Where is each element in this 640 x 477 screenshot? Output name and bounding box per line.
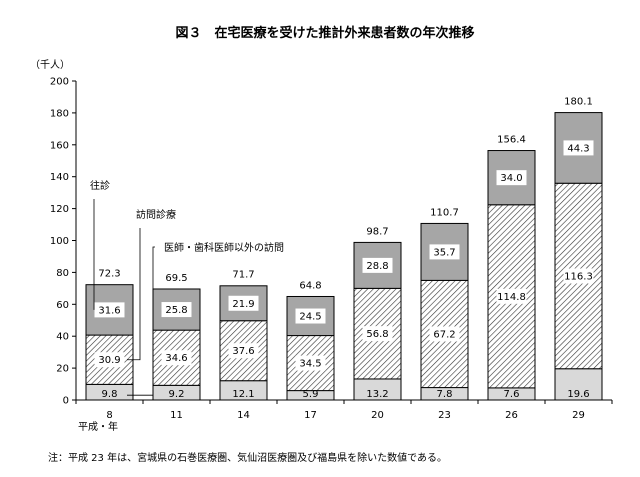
data-label: 5.9 bbox=[303, 389, 319, 400]
total-label: 110.7 bbox=[430, 207, 459, 218]
data-label-box bbox=[94, 302, 125, 318]
data-label: 21.9 bbox=[232, 299, 254, 310]
total-label: 156.4 bbox=[497, 135, 526, 146]
x-tick-label: 29 bbox=[572, 410, 585, 421]
data-label-box bbox=[429, 244, 460, 260]
data-label-box bbox=[295, 355, 326, 371]
data-label-box bbox=[228, 343, 259, 359]
y-tick-label: 40 bbox=[56, 332, 69, 343]
data-label-box bbox=[161, 302, 192, 318]
y-tick-label: 200 bbox=[50, 77, 69, 88]
total-label: 64.8 bbox=[299, 281, 321, 292]
data-label-box bbox=[563, 140, 594, 156]
chart-title: 図３ 在宅医療を受けた推計外来患者数の年次推移 bbox=[175, 25, 474, 41]
total-label: 72.3 bbox=[98, 269, 120, 280]
y-tick-label: 80 bbox=[56, 268, 69, 279]
x-tick-label: 26 bbox=[505, 410, 518, 421]
data-label: 34.6 bbox=[165, 353, 187, 364]
callout-leader bbox=[127, 246, 155, 396]
data-label: 7.6 bbox=[504, 389, 520, 400]
callout-label: 訪問診療 bbox=[136, 208, 176, 221]
data-label-box bbox=[228, 295, 259, 311]
y-tick-label: 140 bbox=[50, 172, 69, 183]
callout-leader bbox=[127, 228, 141, 361]
y-tick-label: 0 bbox=[63, 396, 69, 407]
data-label: 67.2 bbox=[433, 329, 455, 340]
data-label-box bbox=[161, 350, 192, 366]
bar-segment bbox=[219, 285, 268, 322]
y-tick-label: 160 bbox=[50, 140, 69, 151]
total-label: 98.7 bbox=[366, 227, 388, 238]
data-label: 37.6 bbox=[232, 346, 254, 357]
data-label: 7.8 bbox=[437, 389, 453, 400]
x-tick-label: 11 bbox=[170, 410, 183, 421]
data-label-box bbox=[496, 170, 527, 186]
data-label-box bbox=[362, 326, 393, 342]
data-label-box bbox=[563, 268, 594, 284]
total-label: 180.1 bbox=[564, 97, 593, 108]
x-tick-label: 14 bbox=[237, 410, 250, 421]
data-label: 35.7 bbox=[433, 247, 455, 258]
data-label: 12.1 bbox=[232, 389, 254, 400]
y-tick-label: 20 bbox=[56, 364, 69, 375]
total-label: 69.5 bbox=[165, 273, 187, 284]
x-axis-label: 平成・年 bbox=[78, 420, 118, 433]
data-label: 9.2 bbox=[169, 389, 185, 400]
data-label: 19.6 bbox=[567, 389, 589, 400]
data-label-box bbox=[429, 326, 460, 342]
y-axis-unit-label: （千人） bbox=[30, 59, 70, 71]
data-label: 114.8 bbox=[497, 292, 526, 303]
bar-segment bbox=[554, 368, 603, 401]
data-label: 13.2 bbox=[366, 389, 388, 400]
data-label: 28.8 bbox=[366, 261, 388, 272]
data-label: 56.8 bbox=[366, 329, 388, 340]
callout-label: 医師・歯科医師以外の訪問 bbox=[164, 241, 284, 254]
x-tick-label: 20 bbox=[371, 410, 384, 421]
x-tick-label: 17 bbox=[304, 410, 317, 421]
data-label-box bbox=[496, 288, 527, 304]
data-label: 44.3 bbox=[567, 143, 589, 154]
y-tick-label: 60 bbox=[56, 300, 69, 311]
y-tick-label: 120 bbox=[50, 204, 69, 215]
y-tick-label: 100 bbox=[50, 236, 69, 247]
data-label: 30.9 bbox=[98, 355, 120, 366]
x-tick-label: 8 bbox=[106, 410, 112, 421]
data-label: 24.5 bbox=[299, 312, 321, 323]
y-tick-label: 180 bbox=[50, 108, 69, 119]
data-label: 34.5 bbox=[299, 359, 321, 370]
data-label: 31.6 bbox=[98, 305, 120, 316]
footnote: 注：平成 23 年は、宮城県の石巻医療圏、気仙沼医療圏及び福島県を除いた数値であ… bbox=[48, 453, 447, 464]
data-label-box bbox=[295, 308, 326, 324]
data-labels: 9.8 30.9 31.6 72.3 8 9.2 34.6 25.8 69.5 11 12.1 37.… bbox=[94, 97, 594, 421]
x-tick-label: 23 bbox=[438, 410, 451, 421]
callout-label: 往診 bbox=[90, 179, 110, 192]
data-label: 34.0 bbox=[500, 173, 522, 184]
data-label: 25.8 bbox=[165, 305, 187, 316]
data-label-box bbox=[94, 352, 125, 368]
data-label: 9.8 bbox=[102, 389, 118, 400]
total-label: 71.7 bbox=[232, 270, 254, 281]
data-label: 116.3 bbox=[564, 271, 593, 282]
data-label-box bbox=[362, 257, 393, 273]
